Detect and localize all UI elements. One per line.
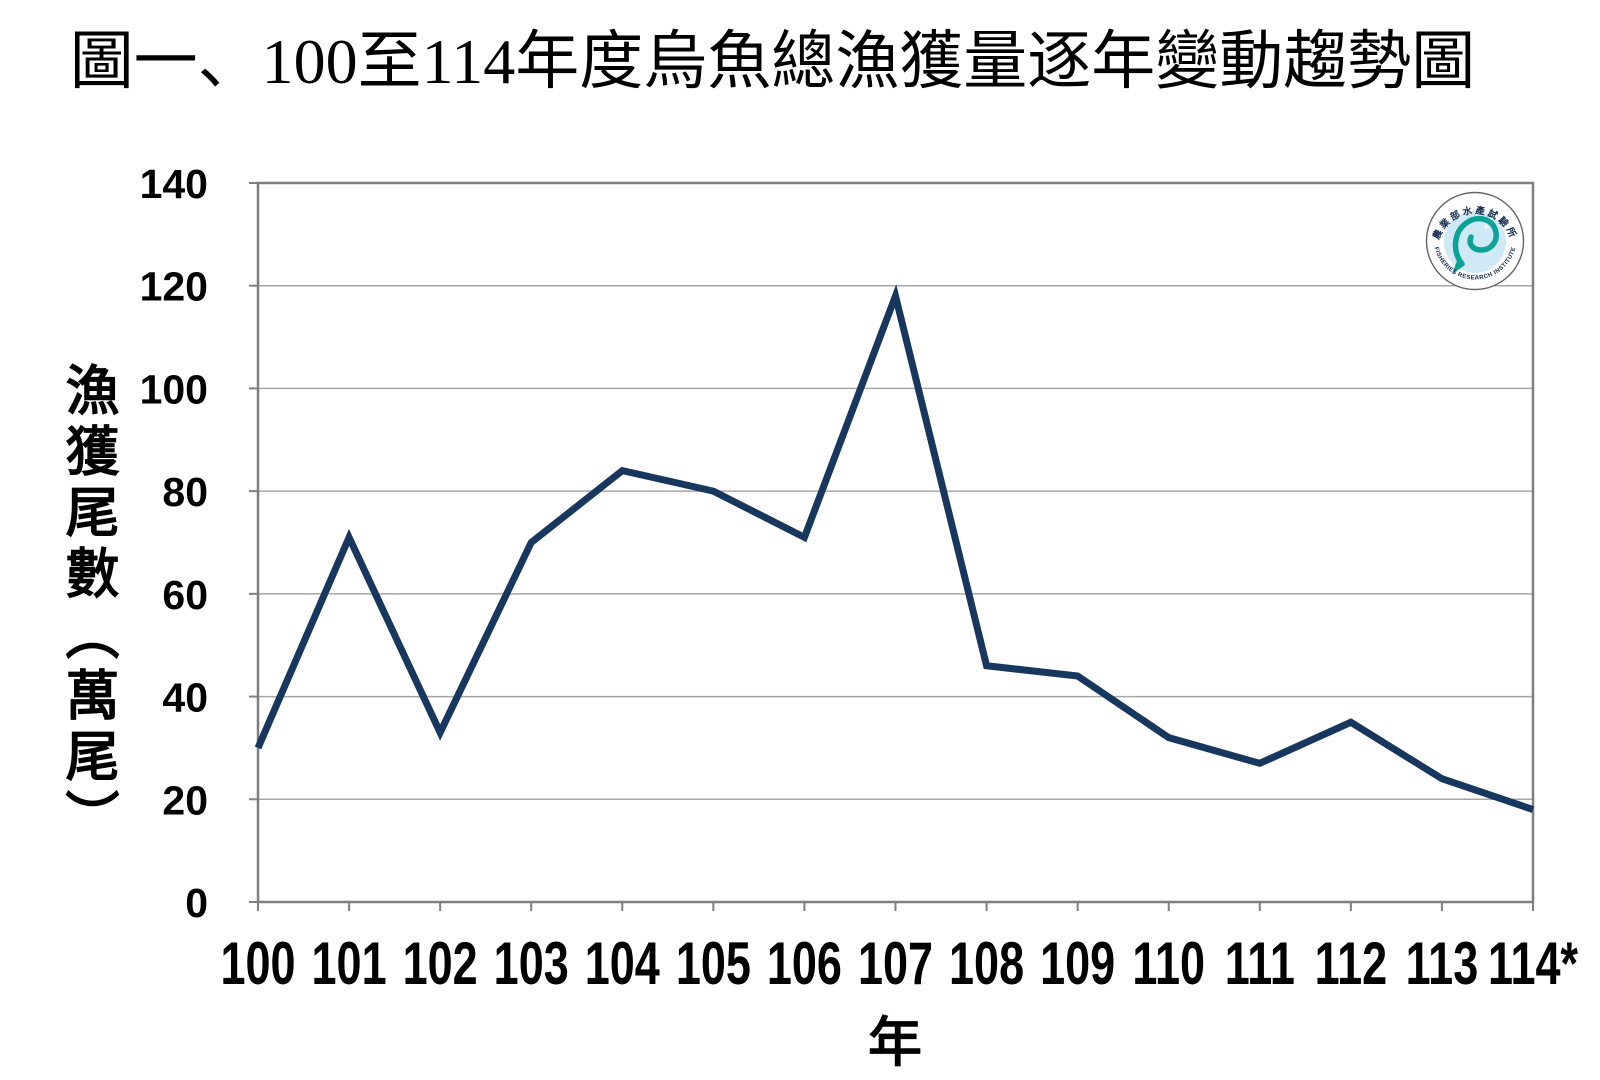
x-tick-label: 103: [494, 931, 569, 998]
y-tick-label: 120: [140, 264, 208, 310]
y-axis-title: 漁獲尾數（萬尾）: [57, 362, 117, 850]
x-tick-label: 109: [1040, 931, 1115, 998]
x-tick-label: 113: [1406, 931, 1479, 998]
x-tick-label: 112: [1315, 931, 1388, 998]
axis-ticks-group: [249, 182, 1534, 911]
x-tick-label: 111: [1225, 931, 1295, 998]
y-tick-label: 40: [162, 675, 208, 721]
x-tick-label: 104: [585, 931, 660, 998]
y-tick-label: 100: [140, 366, 208, 412]
x-tick-label: 110: [1132, 931, 1205, 998]
fish-tail-icon: [1452, 258, 1462, 274]
x-tick-label: 100: [220, 931, 295, 998]
x-tick-label: 107: [858, 931, 933, 998]
y-tick-label: 0: [185, 880, 208, 926]
x-tick-label: 101: [312, 931, 387, 998]
y-tick-label: 20: [162, 777, 208, 823]
gridlines-group: [258, 284, 1533, 801]
y-tick-label: 80: [162, 469, 208, 515]
y-tick-label: 140: [140, 161, 208, 207]
x-axis-title: 年: [868, 1013, 922, 1073]
figure-title: 圖一、100至114年度烏魚總漁獲量逐年變動趨勢圖: [69, 26, 1476, 97]
x-tick-label: 105: [676, 931, 751, 998]
x-tick-labels-group: 100 101 102 103 104 105 106 107 108 109 110 111 112 1…: [220, 931, 1578, 998]
fish-swirl-emblem-icon: [1452, 215, 1499, 267]
fisheries-research-institute-logo: 農業部水產試驗所 FISHERIES RESEARCH INSTITUTE: [1425, 191, 1525, 291]
x-tick-label: 106: [767, 931, 842, 998]
y-tick-label: 60: [162, 572, 208, 618]
x-tick-label: 102: [403, 931, 478, 998]
y-tick-labels-group: 0 20 40 60 80 100 120 140: [140, 161, 208, 926]
fish-eye-icon: [1484, 225, 1488, 229]
x-tick-label: 108: [949, 931, 1024, 998]
data-line: [254, 284, 1535, 813]
x-tick-label: 114*: [1488, 931, 1578, 998]
